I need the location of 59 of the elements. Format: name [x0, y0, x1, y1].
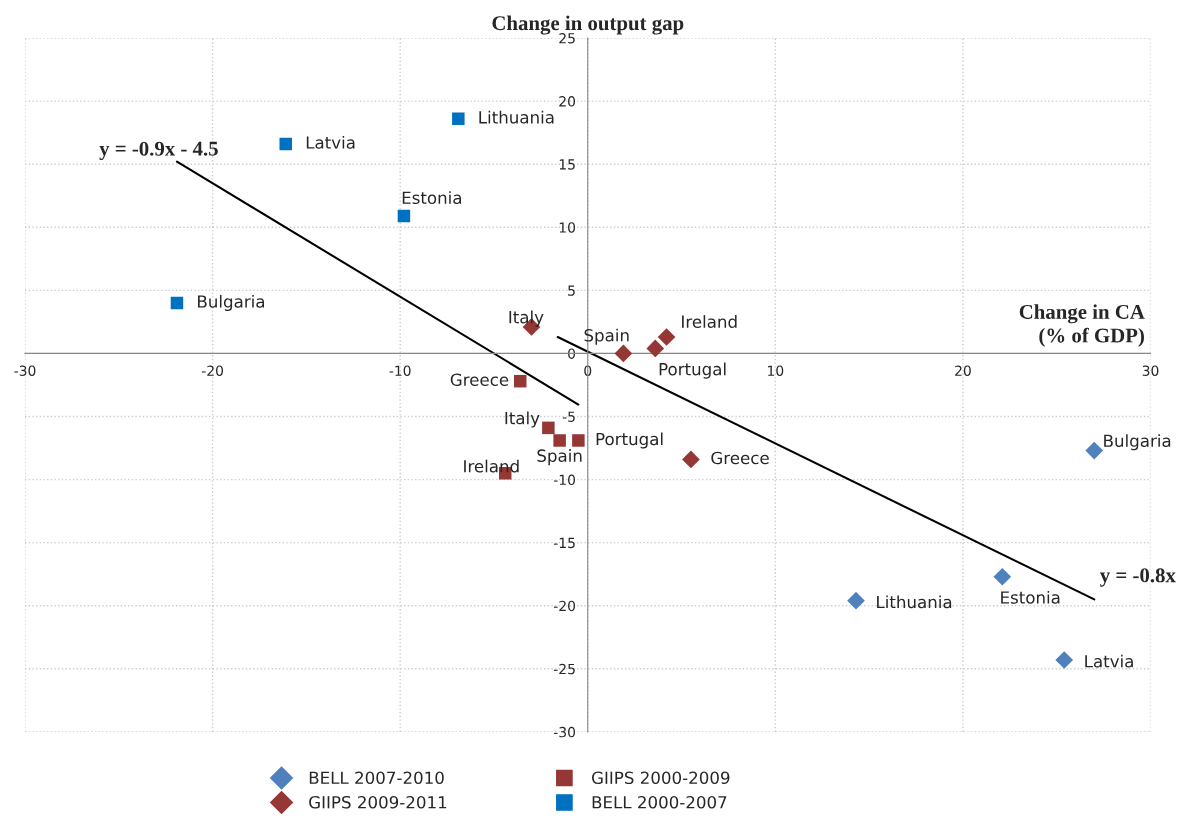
point	[614, 344, 633, 363]
x-tick-label: -30	[14, 365, 36, 376]
annotation: Ireland	[682, 315, 737, 328]
y-tick-label: -15	[553, 537, 575, 549]
y-tick-label: -10	[553, 474, 576, 486]
annotation: Estonia	[402, 191, 461, 205]
x-tick-label: 20	[955, 365, 971, 376]
annotation: Estonia	[1001, 590, 1060, 604]
legend-label: GIIPS 2000-2009	[591, 771, 730, 785]
annotation: Greece	[711, 451, 769, 465]
point	[542, 421, 555, 435]
point	[397, 209, 411, 223]
y-tick-label: -30	[553, 726, 576, 738]
annotation: Lithuania	[877, 595, 952, 609]
point	[1085, 441, 1104, 460]
point	[279, 137, 292, 151]
annotation: Ireland	[464, 459, 519, 473]
annotation: Portugal	[596, 432, 663, 449]
point	[993, 567, 1012, 586]
x-tick-label: -10	[389, 365, 411, 376]
x-tick-label: -20	[201, 365, 224, 376]
legend-label: BELL 2007-2010	[309, 771, 444, 785]
y-tick-label: -20	[553, 600, 576, 612]
annotation: y = -0.8x	[1099, 568, 1176, 587]
annotation: Bulgaria	[1104, 434, 1171, 451]
y-tick-label: 20	[559, 96, 576, 107]
annotation: Spain	[537, 449, 582, 466]
x-tick-label: 30	[1142, 365, 1159, 376]
annotation: Greece	[450, 373, 509, 387]
x-tick-label: 0	[584, 365, 592, 376]
point	[572, 434, 585, 447]
annotation: Spain	[584, 328, 629, 345]
annotation: Bulgaria	[198, 294, 264, 312]
annotation: Latvia	[1085, 654, 1133, 668]
point	[682, 450, 700, 469]
y-tick-label: 5	[568, 285, 575, 296]
point	[1055, 651, 1074, 669]
x-tick-label: 10	[768, 365, 784, 376]
point	[513, 374, 527, 388]
x-axis-title: Change in CA (% of GDP)	[1019, 304, 1145, 347]
point	[657, 328, 676, 346]
point	[170, 296, 184, 310]
annotation: y = -0.9x - 4.5	[99, 141, 218, 161]
y-tick-label: -5	[562, 411, 575, 422]
point	[646, 339, 665, 358]
annotation: Lithuania	[479, 110, 554, 124]
legend-label: BELL 2000-2007	[592, 795, 727, 809]
annotation: Italy	[505, 411, 540, 428]
point	[452, 112, 465, 126]
y-tick-label: 10	[559, 222, 576, 233]
annotation: Latvia	[306, 135, 355, 149]
point	[553, 434, 566, 447]
y-tick-label: -25	[553, 663, 575, 675]
point	[847, 591, 865, 610]
legend-label: GIIPS 2009-2011	[309, 795, 447, 809]
annotation: Portugal	[659, 362, 726, 379]
annotation: Italy	[509, 310, 544, 327]
y-tick-label: 15	[559, 159, 575, 170]
y-tick-label: 25	[559, 33, 575, 44]
